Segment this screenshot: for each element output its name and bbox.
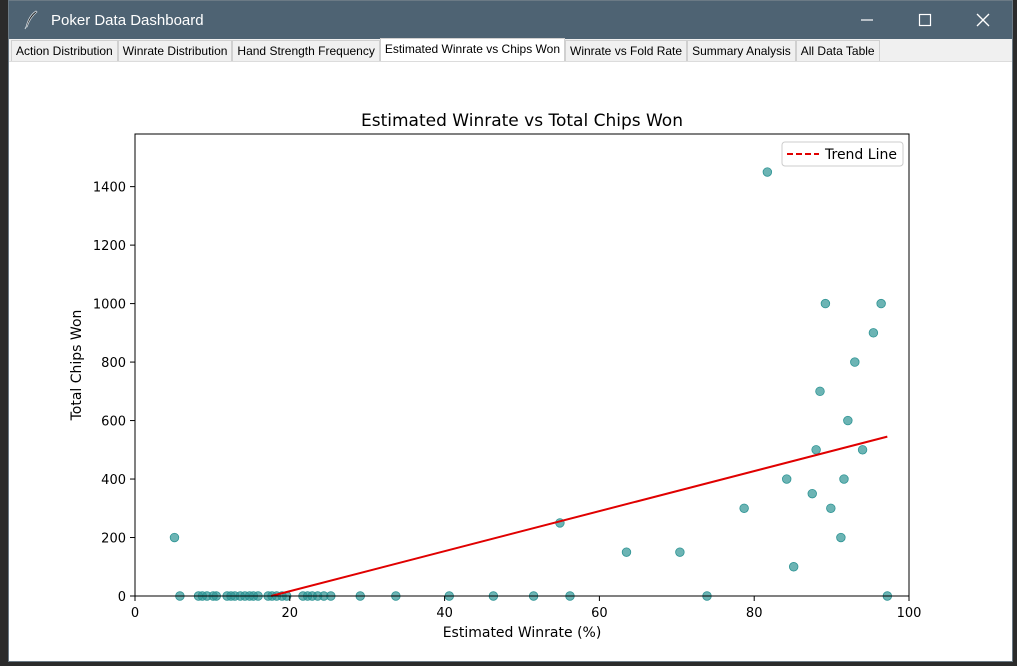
tab-bar: Action Distribution Winrate Distribution… xyxy=(9,38,1012,62)
data-point-42 xyxy=(815,386,825,397)
window-title: Poker Data Dashboard xyxy=(51,11,204,29)
data-point-38 xyxy=(782,474,792,484)
data-point-33 xyxy=(621,547,632,557)
y-tick-label: 600 xyxy=(101,415,126,430)
y-tick-label: 1000 xyxy=(93,298,126,313)
x-tick-label: 40 xyxy=(436,606,453,621)
tab-hand-strength-frequency[interactable]: Hand Strength Frequency xyxy=(232,40,380,61)
y-tick-label: 1400 xyxy=(93,181,126,196)
x-tick-label: 0 xyxy=(131,606,139,621)
trend-line xyxy=(270,435,888,597)
x-axis-label: Estimated Winrate (%) xyxy=(443,625,602,641)
scatter-chart: Estimated Winrate vs Total Chips Won 0 20… xyxy=(69,111,922,641)
tab-estimated-winrate-vs-chips-won[interactable]: Estimated Winrate vs Chips Won xyxy=(379,38,566,61)
x-tick-label: 80 xyxy=(746,606,763,621)
data-point-45 xyxy=(836,532,846,543)
data-point-40 xyxy=(807,488,817,499)
data-point-39 xyxy=(788,562,799,572)
x-tick-label: 100 xyxy=(897,606,922,621)
tab-action-distribution[interactable]: Action Distribution xyxy=(11,40,118,61)
data-point-46 xyxy=(839,474,849,484)
data-point-37 xyxy=(762,167,773,177)
title-bar[interactable]: Poker Data Dashboard xyxy=(9,1,1012,39)
y-tick-label: 0 xyxy=(118,590,126,605)
data-point-50 xyxy=(868,328,879,338)
chart-title: Estimated Winrate vs Total Chips Won xyxy=(361,111,683,131)
y-tick-label: 400 xyxy=(101,473,126,488)
legend-box xyxy=(781,141,904,167)
data-point-0 xyxy=(169,532,180,543)
y-tick-label: 800 xyxy=(101,356,126,371)
tab-summary-analysis[interactable]: Summary Analysis xyxy=(687,40,796,61)
tab-winrate-vs-fold-rate[interactable]: Winrate vs Fold Rate xyxy=(565,40,688,61)
y-tick-label: 1200 xyxy=(93,239,126,254)
plot-frame xyxy=(134,133,910,597)
data-point-36 xyxy=(739,503,749,513)
tab-winrate-distribution[interactable]: Winrate Distribution xyxy=(117,40,233,61)
minimize-icon[interactable] xyxy=(838,1,896,39)
data-point-34 xyxy=(675,547,685,557)
y-axis-label: Total Chips Won xyxy=(69,310,85,422)
legend: Trend Line xyxy=(781,141,904,167)
data-point-51 xyxy=(876,298,886,309)
feather-pen-icon xyxy=(19,8,43,32)
data-point-44 xyxy=(826,503,836,513)
chart-panel: Estimated Winrate vs Total Chips Won 0 20… xyxy=(9,62,1012,661)
data-point-43 xyxy=(820,298,831,309)
x-tick-label: 60 xyxy=(591,606,608,621)
y-tick-label: 200 xyxy=(101,532,126,547)
data-point-41 xyxy=(811,445,821,455)
close-icon[interactable] xyxy=(954,1,1012,39)
data-point-48 xyxy=(850,357,860,367)
data-point-47 xyxy=(843,415,853,426)
legend-trend-label: Trend Line xyxy=(824,147,897,163)
maximize-icon[interactable] xyxy=(896,1,954,39)
data-point-49 xyxy=(857,445,868,455)
x-tick-label: 20 xyxy=(282,606,299,621)
app-window: Poker Data Dashboard Action Distribution… xyxy=(8,0,1013,662)
tab-all-data-table[interactable]: All Data Table xyxy=(795,40,880,61)
